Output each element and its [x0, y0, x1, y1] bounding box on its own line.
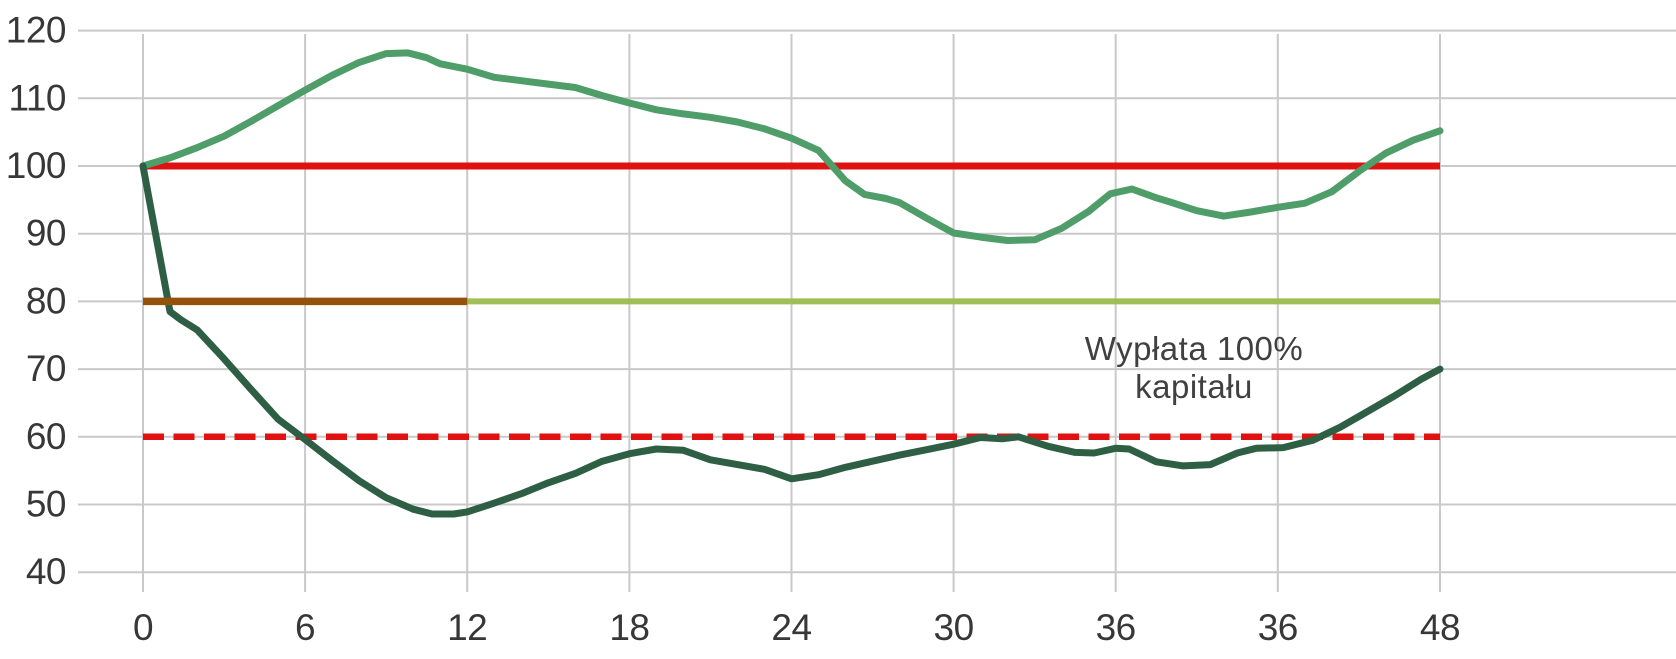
- y-tick-label: 80: [26, 280, 66, 321]
- annotation-line-1: Wypłata 100%: [1084, 330, 1304, 367]
- x-tick-label: 36: [1258, 607, 1298, 648]
- x-tick-label: 0: [133, 607, 153, 648]
- y-tick-label: 40: [26, 551, 66, 592]
- x-tick-label: 12: [447, 607, 487, 648]
- x-tick-label: 36: [1096, 607, 1136, 648]
- annotation-line-2: kapitału: [1135, 368, 1253, 405]
- y-tick-label: 50: [26, 484, 66, 525]
- y-tick-label: 110: [9, 77, 67, 118]
- x-tick-label: 30: [934, 607, 974, 648]
- y-tick-label: 60: [26, 416, 66, 457]
- y-tick-label: 90: [26, 213, 66, 254]
- y-tick-label: 100: [6, 145, 66, 186]
- series-lower-dark-green-line: [139, 162, 1444, 518]
- series-upper-light-green-line: [139, 49, 1444, 244]
- y-tick-label: 70: [26, 348, 66, 389]
- y-tick-label: 120: [6, 10, 66, 51]
- annotation-wyplata-kapitalu: Wypłata 100% kapitału: [1085, 330, 1304, 406]
- x-tick-label: 24: [771, 607, 811, 648]
- x-tick-label: 48: [1420, 607, 1460, 648]
- x-tick-label: 18: [609, 607, 649, 648]
- x-tick-label: 6: [295, 607, 315, 648]
